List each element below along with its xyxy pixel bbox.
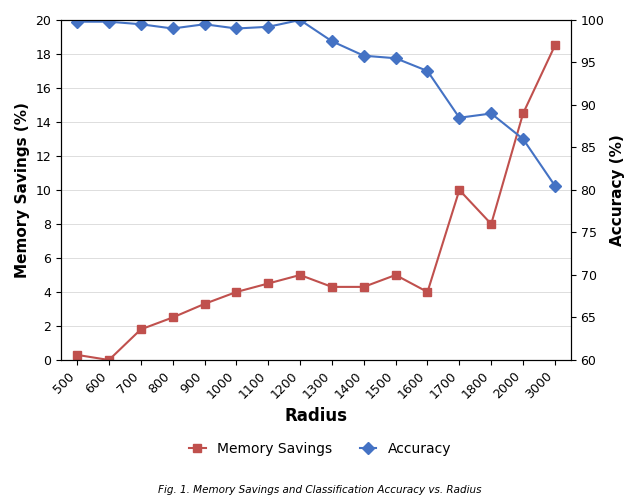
Memory Savings [519,110,527,116]
Memory Savings [488,221,495,227]
Line: Accuracy: Accuracy [73,16,559,190]
Accuracy [232,26,240,32]
Memory Savings [264,280,272,286]
Accuracy [137,21,145,27]
Accuracy [201,21,209,27]
Memory Savings [392,272,399,278]
Y-axis label: Accuracy (%): Accuracy (%) [610,134,625,246]
Legend: Memory Savings, Accuracy: Memory Savings, Accuracy [182,435,458,463]
Memory Savings [73,352,81,358]
Y-axis label: Memory Savings (%): Memory Savings (%) [15,102,30,278]
Accuracy [105,18,113,24]
Accuracy [360,52,367,59]
Accuracy [488,110,495,116]
Accuracy [73,18,81,24]
Accuracy [328,38,336,44]
Accuracy [519,136,527,142]
Memory Savings [105,357,113,363]
Memory Savings [201,301,209,307]
Accuracy [264,24,272,30]
Memory Savings [137,326,145,332]
Memory Savings [296,272,304,278]
Accuracy [456,114,463,120]
Memory Savings [360,284,367,290]
Text: Fig. 1. Memory Savings and Classification Accuracy vs. Radius: Fig. 1. Memory Savings and Classificatio… [158,485,482,495]
Accuracy [424,68,431,74]
Memory Savings [232,289,240,295]
Memory Savings [456,187,463,193]
Memory Savings [328,284,336,290]
Memory Savings [169,314,177,320]
Accuracy [296,17,304,23]
Memory Savings [424,289,431,295]
Accuracy [169,26,177,32]
X-axis label: Radius: Radius [285,407,348,425]
Accuracy [551,182,559,188]
Line: Memory Savings: Memory Savings [73,42,559,364]
Accuracy [392,55,399,61]
Memory Savings [551,42,559,48]
